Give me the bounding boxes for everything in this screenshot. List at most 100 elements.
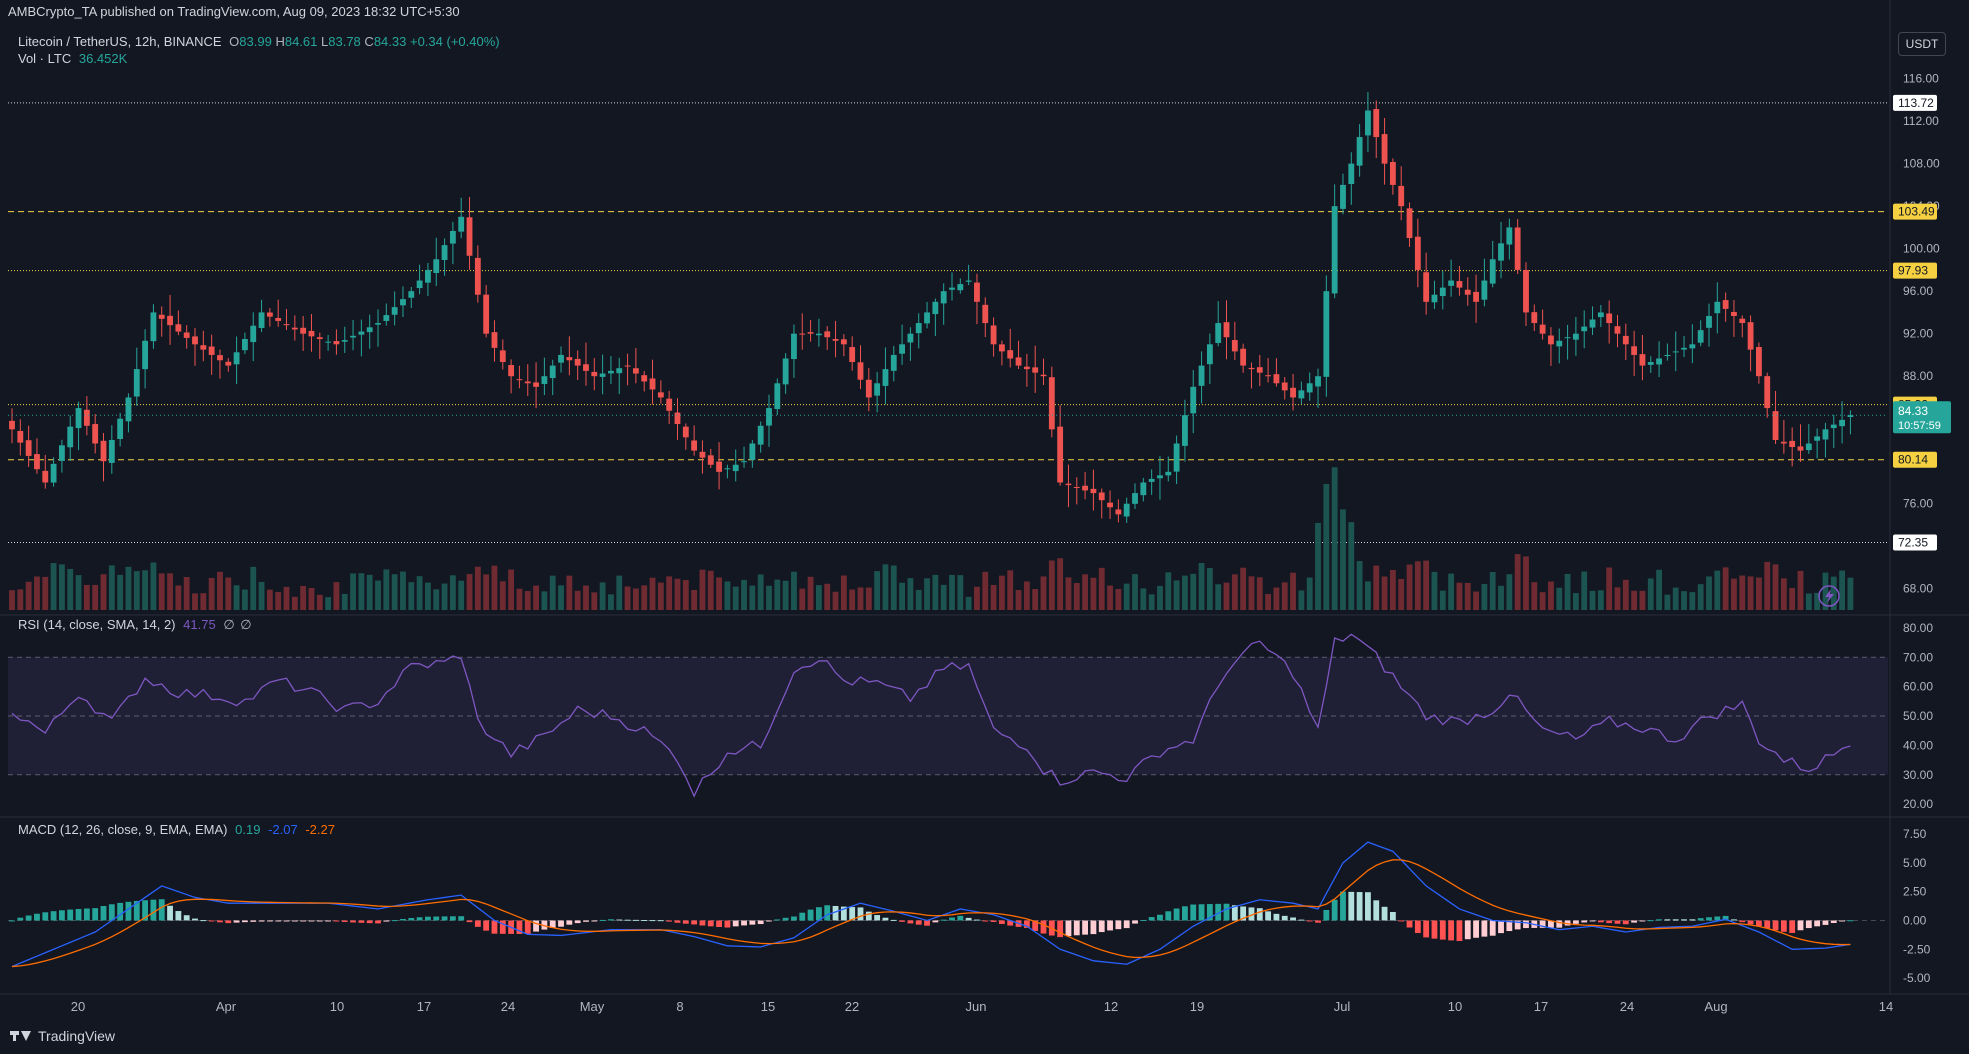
macd-label[interactable]: MACD (12, 26, close, 9, EMA, EMA): [18, 822, 228, 837]
macd-histogram-bar: [1148, 917, 1155, 921]
candle-body: [707, 455, 714, 465]
volume-bar: [425, 582, 431, 610]
volume-bar: [1123, 583, 1130, 610]
volume-label[interactable]: Vol · LTC: [18, 51, 72, 66]
close-value: 84.33: [373, 34, 407, 49]
candle-body: [949, 287, 955, 290]
macd-histogram-bar: [1523, 920, 1529, 929]
publisher-watermark: AMBCrypto_TA published on TradingView.co…: [8, 4, 460, 19]
volume-bar: [1539, 592, 1546, 610]
volume-value: 36.452K: [78, 51, 128, 66]
volume-bar: [1581, 571, 1588, 610]
candle-body: [940, 291, 947, 304]
volume-bar: [749, 585, 756, 610]
candle-body: [1805, 443, 1812, 451]
volume-bar: [1206, 567, 1213, 610]
macd-histogram-bar: [300, 920, 307, 922]
candle-body: [899, 344, 905, 354]
volume-bar: [957, 575, 964, 610]
macd-histogram-bar: [1797, 920, 1804, 931]
open-value: 83.99: [239, 34, 272, 49]
rsi-tick-label: 40.00: [1903, 738, 1933, 752]
macd-histogram-bar: [1157, 914, 1163, 921]
candle-body: [1639, 354, 1646, 366]
macd-histogram-bar: [34, 913, 40, 921]
macd-histogram-bar: [1223, 903, 1230, 921]
candle-body: [425, 269, 431, 283]
candle-body: [674, 412, 681, 425]
volume-bar: [1814, 592, 1821, 610]
macd-histogram-bar: [142, 900, 149, 921]
volume-bar: [1830, 576, 1837, 610]
candle-body: [117, 418, 124, 439]
volume-bar: [1281, 582, 1288, 610]
currency-button[interactable]: USDT: [1898, 32, 1946, 56]
candle-body: [59, 445, 65, 461]
low-value: 83.78: [328, 34, 361, 49]
rsi-label[interactable]: RSI (14, close, SMA, 14, 2): [18, 617, 176, 632]
volume-bar: [1365, 581, 1371, 610]
volume-bar: [1115, 588, 1122, 610]
volume-bar: [333, 582, 340, 610]
candle-body: [1007, 350, 1014, 359]
volume-bar: [1198, 563, 1205, 610]
volume-bar: [1165, 572, 1172, 610]
candle-body: [449, 230, 456, 244]
symbol-title[interactable]: Litecoin / TetherUS, 12h, BINANCE: [18, 34, 222, 49]
volume-bar: [1132, 574, 1138, 610]
candle-body: [125, 397, 132, 422]
volume-bar: [283, 586, 290, 610]
macd-histogram-bar: [316, 920, 323, 922]
volume-bar: [350, 573, 356, 610]
volume-bar: [25, 581, 32, 610]
candle-body: [233, 352, 240, 365]
volume-bar: [982, 571, 989, 610]
volume-bar: [1032, 589, 1039, 610]
time-tick-label: Apr: [216, 999, 237, 1014]
candle-body: [1290, 387, 1296, 398]
macd-histogram-bar: [1614, 920, 1621, 924]
volume-bar: [566, 575, 573, 610]
time-tick-label: 8: [676, 999, 683, 1014]
candle-body: [1489, 259, 1496, 284]
macd-histogram-bar: [1381, 906, 1388, 921]
volume-bar: [1173, 580, 1180, 610]
macd-histogram-bar: [75, 908, 82, 921]
volume-bar: [549, 575, 556, 610]
macd-histogram-bar: [1631, 920, 1638, 923]
macd-histogram-bar: [999, 920, 1005, 924]
volume-bar: [865, 587, 872, 610]
candle-body: [1040, 374, 1047, 377]
candle-body: [333, 341, 340, 345]
candle-body: [308, 330, 315, 337]
macd-histogram-bar: [791, 916, 797, 921]
candle-body: [1556, 340, 1563, 347]
volume-bar: [225, 577, 232, 610]
macd-histogram-bar: [1073, 920, 1080, 936]
candle-body: [34, 454, 40, 470]
macd-histogram-bar: [266, 920, 273, 922]
candle-body: [849, 347, 856, 363]
tradingview-brand[interactable]: TradingView: [10, 1028, 115, 1044]
volume-bar: [150, 562, 157, 610]
volume-bar: [1614, 587, 1621, 610]
volume-bar: [158, 573, 165, 610]
time-tick-label: 14: [1879, 999, 1893, 1014]
time-tick-label: 12: [1104, 999, 1118, 1014]
candle-body: [832, 338, 839, 341]
macd-histogram-bar: [1356, 892, 1363, 921]
time-tick-label: Aug: [1704, 999, 1727, 1014]
volume-bar: [666, 576, 673, 610]
macd-histogram-bar: [1731, 919, 1737, 921]
volume-bar: [1090, 577, 1097, 610]
candle-body: [1548, 335, 1554, 345]
volume-bar: [508, 569, 515, 610]
macd-histogram-bar: [200, 920, 207, 922]
macd-histogram-bar: [175, 911, 182, 921]
level-label: 97.93: [1898, 264, 1928, 278]
candle-body: [1514, 227, 1521, 270]
volume-bar: [516, 588, 523, 610]
candle-body: [17, 430, 24, 443]
candle-body: [657, 392, 664, 398]
